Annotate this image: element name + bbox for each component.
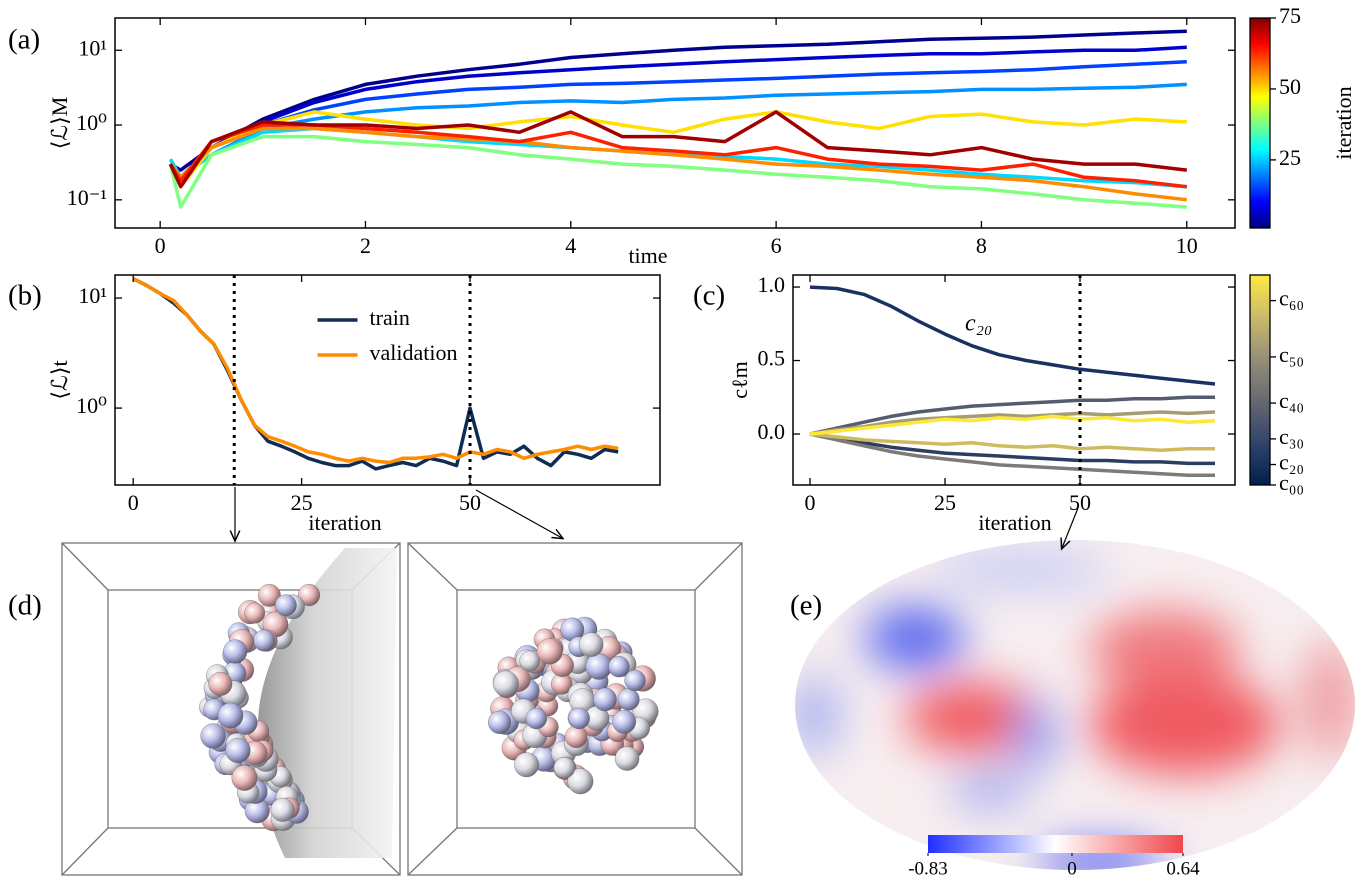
sphere [209,672,233,696]
sphere [226,738,251,763]
y-axis-label: ⟨ℒ⟩M [47,97,72,150]
sphere [271,798,295,822]
sphere [554,757,575,778]
x-tick-label: 2 [360,233,371,258]
sphere [520,651,540,671]
legend-label: validation [370,340,458,365]
sphere [586,653,612,679]
sphere [201,724,226,749]
y-tick-label: 10⁻¹ [67,185,107,210]
y-axis-label: cℓm [727,361,752,398]
colorbar-tick-label: c₂₀ [1279,450,1304,475]
sphere [488,711,511,734]
y-tick-label: 10¹ [78,35,107,60]
y-tick-label: 10⁰ [76,393,107,418]
panel-label: (e) [790,590,822,622]
sphere [565,726,587,748]
colorbar-tick-label: 75 [1279,3,1301,28]
colorbar [1250,275,1270,485]
colorbar-tick-label: c₅₀ [1279,342,1304,367]
colorbar-label: iteration [1331,86,1356,159]
sphere [253,630,274,651]
figure: (d) 0 2 4 6 8 10 10⁻¹ 10⁰ 10¹ time ⟨ℒ⟩M 25 50 75 itera… [0,0,1359,879]
sphere [618,688,640,710]
sphere [232,765,257,790]
x-tick-label: 50 [1069,490,1091,515]
x-tick-label: 4 [565,233,576,258]
sphere [612,710,635,733]
legend-label: train [370,305,410,330]
x-tick-label: 0 [128,490,139,515]
panel-label: (d) [8,590,42,622]
series-line [810,287,1215,384]
x-tick-label: 8 [976,233,987,258]
y-tick-label: 0.5 [758,346,786,371]
sphere [244,603,265,624]
mollweide-map [790,540,1359,876]
x-tick-label: 6 [771,233,782,258]
y-axis-label: ⟨ℒ⟩t [47,360,72,399]
sphere [615,747,639,771]
x-tick-label: 0 [805,490,816,515]
series-line [170,112,1186,187]
panel-label: (a) [8,24,40,56]
x-axis-label: iteration [308,510,381,535]
sphere [625,670,646,691]
sphere [608,656,629,677]
series-line [810,412,1215,434]
colorbar-tick-label: 25 [1279,145,1301,170]
sphere [223,640,247,664]
colorbar-tick-label: 0 [1067,858,1077,879]
colorbar [1250,18,1270,228]
sphere [593,688,616,711]
sphere [537,639,563,665]
colorbar-tick-label: c₃₀ [1279,424,1304,449]
sphere [218,703,243,728]
x-axis-label: iteration [978,510,1051,535]
colorbar-tick-label: 50 [1279,74,1301,99]
x-tick-label: 0 [155,233,166,258]
y-tick-label: 1.0 [758,272,786,297]
sphere [493,671,518,696]
sphere [514,753,538,777]
colorbar-tick-label: 0.64 [1166,858,1200,879]
colorbar-tick-label: c₆₀ [1279,286,1304,311]
x-tick-label: 25 [934,490,956,515]
y-tick-label: 0.0 [758,419,786,444]
x-tick-label: 50 [459,490,481,515]
sphere [526,708,547,729]
series-line [170,137,1186,208]
colorbar [928,835,1183,853]
colorbar-tick-label: -0.83 [908,858,948,879]
x-axis-label: time [628,243,667,268]
sphere [569,708,590,729]
panel-label: (b) [8,280,42,312]
x-tick-label: 10 [1176,233,1198,258]
colorbar-tick-label: c₄₀ [1279,388,1304,413]
y-tick-label: 10⁰ [76,110,107,135]
sphere [579,633,603,657]
annotation: c₂₀ [965,311,992,337]
sphere [275,595,296,616]
y-tick-label: 10¹ [78,283,107,308]
panel-label: (c) [693,280,725,312]
